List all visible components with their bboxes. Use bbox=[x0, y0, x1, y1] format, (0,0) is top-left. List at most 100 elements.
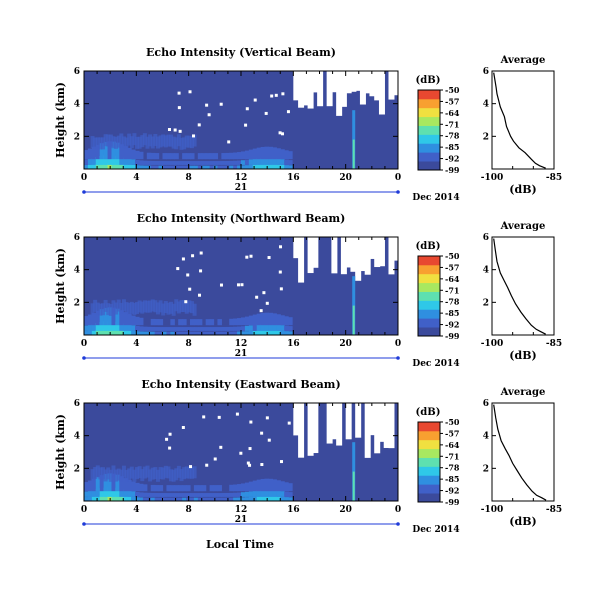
echo-cell bbox=[284, 150, 289, 160]
echo-cell bbox=[111, 163, 116, 169]
echo-cell bbox=[174, 485, 179, 492]
echo-cell bbox=[189, 136, 194, 149]
echo-cell bbox=[187, 466, 192, 479]
echo-cell bbox=[174, 137, 179, 150]
no-data-speck bbox=[192, 134, 196, 138]
no-data-region bbox=[359, 237, 366, 272]
echo-cell bbox=[221, 497, 226, 501]
day-label: 21 bbox=[235, 515, 248, 525]
echo-cell bbox=[260, 157, 266, 165]
echo-cell bbox=[101, 303, 106, 316]
echo-cell bbox=[201, 327, 207, 331]
echo-cell bbox=[288, 317, 293, 326]
no-data-speck bbox=[265, 301, 269, 305]
echo-cell bbox=[284, 325, 289, 331]
echo-cell bbox=[284, 497, 289, 501]
no-data-speck bbox=[265, 416, 269, 420]
echo-cell bbox=[158, 497, 164, 501]
echo-cell bbox=[111, 321, 116, 331]
echo-cell bbox=[256, 158, 262, 165]
echo-cell bbox=[107, 473, 113, 492]
echo-cell bbox=[154, 161, 160, 165]
no-data-speck bbox=[260, 463, 264, 467]
echo-cell bbox=[108, 303, 113, 316]
colorbar-swatch bbox=[418, 493, 440, 503]
no-data-speck bbox=[168, 446, 172, 450]
date-label: Dec 2014 bbox=[412, 193, 459, 203]
echo-cell bbox=[166, 161, 171, 165]
no-data-region bbox=[331, 403, 338, 440]
echo-cell bbox=[148, 134, 153, 147]
echo-cell bbox=[84, 491, 89, 497]
echo-cell bbox=[248, 159, 254, 165]
echo-cell bbox=[237, 331, 242, 335]
no-data-region bbox=[378, 403, 385, 442]
colorbar-tick-label: -78 bbox=[445, 131, 460, 141]
colorbar-swatch bbox=[418, 161, 440, 171]
echo-cell bbox=[217, 161, 222, 165]
echo-cell bbox=[213, 165, 219, 169]
no-data-speck bbox=[279, 287, 283, 291]
no-data-region bbox=[336, 403, 343, 446]
echo-cell bbox=[87, 148, 93, 160]
echo-cell bbox=[166, 153, 171, 160]
echo-cell bbox=[111, 300, 116, 313]
echo-cell bbox=[189, 497, 195, 501]
echo-cell bbox=[276, 324, 281, 331]
no-data-region bbox=[383, 403, 390, 448]
echo-cell bbox=[115, 155, 120, 165]
echo-cell bbox=[193, 161, 199, 165]
echo-cell bbox=[284, 165, 289, 169]
echo-cell bbox=[124, 137, 129, 150]
no-data-speck bbox=[189, 465, 193, 469]
average-profile-line bbox=[493, 72, 546, 169]
echo-cell bbox=[132, 469, 137, 482]
echo-cell bbox=[150, 331, 156, 335]
echo-cell bbox=[129, 136, 134, 149]
echo-cell bbox=[95, 476, 101, 492]
echo-cell bbox=[241, 326, 246, 331]
echo-cell bbox=[193, 327, 199, 331]
echo-cell bbox=[169, 134, 174, 147]
echo-cell bbox=[197, 153, 203, 160]
echo-cell bbox=[135, 325, 140, 331]
no-data-speck bbox=[173, 128, 177, 132]
no-data-speck bbox=[197, 123, 201, 127]
x-tick-label: 8 bbox=[186, 505, 192, 515]
no-data-speck bbox=[181, 257, 185, 261]
echo-cell bbox=[153, 467, 158, 480]
echo-cell bbox=[193, 493, 199, 497]
echo-cell bbox=[182, 497, 187, 501]
echo-cell bbox=[127, 313, 132, 326]
echo-cell bbox=[284, 482, 289, 492]
echo-cell bbox=[154, 497, 160, 501]
echo-cell bbox=[131, 315, 136, 326]
no-data-region bbox=[302, 71, 309, 106]
echo-cell bbox=[137, 466, 142, 479]
echo-cell bbox=[193, 497, 199, 501]
echo-cell bbox=[142, 165, 148, 169]
echo-cell bbox=[170, 327, 175, 331]
average-profile-line bbox=[493, 238, 546, 335]
no-data-region bbox=[345, 71, 352, 94]
colorbar-swatch bbox=[418, 125, 440, 135]
echo-cell bbox=[107, 321, 113, 331]
echo-cell bbox=[174, 468, 179, 481]
colorbar-swatch bbox=[418, 422, 440, 432]
echo-cell bbox=[119, 469, 124, 482]
echo-cell bbox=[150, 484, 156, 492]
echo-cell bbox=[161, 303, 166, 316]
echo-cell bbox=[276, 148, 281, 160]
echo-cell bbox=[197, 331, 203, 335]
no-data-speck bbox=[219, 445, 223, 449]
echo-cell bbox=[90, 469, 95, 482]
echo-cell bbox=[256, 330, 262, 335]
colorbar-swatch bbox=[418, 475, 440, 485]
echo-cell bbox=[158, 327, 164, 331]
echo-cell bbox=[84, 331, 89, 335]
y-axis-label: Height (km) bbox=[54, 414, 67, 490]
echo-cell bbox=[193, 331, 199, 335]
echo-cell bbox=[99, 309, 105, 326]
echo-cell bbox=[111, 155, 116, 165]
echo-cell bbox=[260, 312, 266, 326]
